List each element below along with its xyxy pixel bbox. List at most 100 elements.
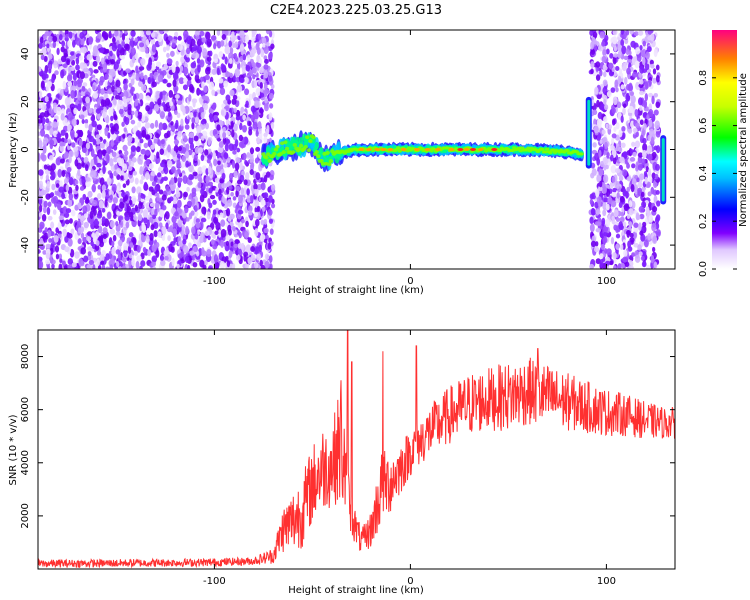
noise-speckle [91,183,97,193]
noise-speckle [220,40,225,47]
noise-speckle [599,253,604,259]
noise-speckle [108,75,113,83]
noise-speckle [617,50,622,59]
noise-speckle [611,118,616,126]
noise-speckle [624,76,628,85]
noise-speckle [626,163,630,169]
noise-speckle [200,119,206,125]
noise-speckle [239,122,243,131]
noise-speckle [247,210,253,216]
noise-speckle [269,103,274,109]
noise-speckle [145,95,151,101]
noise-speckle [638,222,642,231]
noise-speckle [162,78,168,84]
noise-speckle [594,86,599,95]
noise-speckle [177,177,183,183]
noise-speckle [42,145,47,154]
noise-speckle [222,126,226,133]
noise-speckle [641,57,646,66]
noise-speckle [245,64,251,72]
noise-speckle [227,224,232,233]
noise-speckle [589,223,595,233]
noise-speckle [197,166,203,175]
noise-speckle [264,238,268,244]
noise-speckle [620,84,625,90]
noise-speckle [604,218,611,228]
noise-speckle [605,48,610,55]
noise-speckle [159,209,165,218]
noise-speckle [264,253,270,261]
noise-speckle [268,255,273,264]
noise-speckle [173,237,177,244]
noise-speckle [182,175,188,184]
noise-speckle [172,150,177,158]
noise-speckle [244,159,248,166]
noise-speckle [625,48,630,55]
noise-speckle [260,182,266,191]
noise-speckle [645,51,650,60]
noise-speckle [101,216,106,224]
noise-speckle [157,74,164,83]
noise-speckle [87,251,92,256]
noise-speckle [655,189,660,195]
noise-speckle [85,142,90,150]
noise-speckle [634,47,641,55]
noise-speckle [130,161,135,167]
noise-speckle [639,65,645,74]
noise-speckle [616,101,622,109]
noise-speckle [62,80,67,90]
noise-speckle [111,246,117,255]
noise-speckle [74,159,79,167]
noise-speckle [81,85,86,92]
noise-speckle [211,89,216,96]
noise-speckle [192,198,196,205]
noise-speckle [75,184,79,192]
noise-speckle [638,97,643,106]
noise-speckle [225,71,231,78]
noise-speckle [112,234,117,242]
noise-speckle [601,55,607,63]
noise-speckle [115,94,121,100]
noise-speckle [75,64,80,71]
noise-speckle [615,65,620,71]
noise-speckle [270,122,275,130]
noise-speckle [644,93,649,102]
signal-peak-mark [448,148,455,151]
noise-speckle [88,259,95,266]
noise-speckle [244,231,249,238]
signal-peak-mark [477,148,484,151]
noise-speckle [246,152,250,158]
noise-speckle [145,158,150,166]
noise-speckle [590,207,596,216]
noise-speckle [222,131,227,139]
noise-speckle [113,144,118,151]
noise-speckle [216,124,221,131]
noise-speckle [106,154,110,161]
noise-speckle [653,261,658,269]
noise-speckle [232,196,237,201]
noise-speckle [93,170,97,179]
noise-speckle [252,121,258,130]
noise-speckle [79,129,83,138]
noise-speckle [229,172,234,181]
noise-speckle [38,204,43,213]
noise-speckle [652,235,658,245]
noise-speckle [269,228,274,235]
noise-speckle [151,181,157,187]
noise-speckle [68,31,73,39]
noise-speckle [188,83,194,93]
noise-speckle [54,245,60,253]
noise-speckle [612,187,617,193]
noise-speckle [606,151,610,158]
noise-speckle [607,197,613,204]
noise-speckle [47,201,52,208]
noise-speckle [221,195,225,204]
noise-speckle [182,106,186,116]
noise-speckle [75,119,80,126]
noise-speckle [121,40,126,47]
noise-speckle [648,214,654,223]
signal-track-mark [292,142,297,147]
noise-speckle [634,250,639,256]
noise-speckle [140,57,146,66]
